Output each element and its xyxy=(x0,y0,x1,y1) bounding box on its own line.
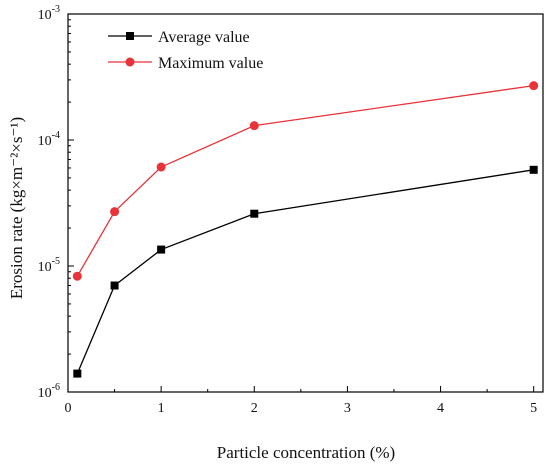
data-point-average xyxy=(73,369,82,378)
data-point-maximum xyxy=(156,162,166,172)
y-axis-label: Erosion rate (kg×m⁻²×s⁻¹) xyxy=(7,117,26,299)
y-tick-label: 10-6 xyxy=(38,382,60,401)
data-point-maximum xyxy=(529,81,539,91)
legend-label: Average value xyxy=(158,29,250,46)
series-layer xyxy=(72,81,539,378)
x-tick-label: 1 xyxy=(158,401,165,416)
x-tick-label: 4 xyxy=(437,401,444,416)
legend-label: Maximum value xyxy=(158,55,263,72)
data-point-average xyxy=(157,245,166,254)
x-tick-label: 3 xyxy=(344,401,351,416)
data-point-maximum xyxy=(249,121,259,131)
y-tick-label: 10-3 xyxy=(38,4,60,23)
data-point-maximum xyxy=(110,207,120,217)
axes: 0 1 2 3 4 5 10-6 10-5 10-4 10-3 xyxy=(38,4,544,416)
x-axis-label: Particle concentration (%) xyxy=(217,443,395,462)
series-line-1 xyxy=(76,169,534,374)
data-point-average xyxy=(250,209,259,218)
legend-marker-circle xyxy=(125,57,135,67)
data-point-average xyxy=(529,165,538,174)
x-tick-label: 2 xyxy=(251,401,258,416)
data-point-maximum xyxy=(72,271,82,281)
y-tick-label: 10-4 xyxy=(38,130,60,149)
data-point-average xyxy=(110,281,119,290)
x-tick-label: 0 xyxy=(65,401,72,416)
y-tick-label: 10-5 xyxy=(38,256,60,275)
legend-marker-square xyxy=(126,32,134,40)
plot-frame xyxy=(67,13,544,393)
legend: Average value Maximum value xyxy=(108,29,263,72)
x-tick-label: 5 xyxy=(530,401,537,416)
